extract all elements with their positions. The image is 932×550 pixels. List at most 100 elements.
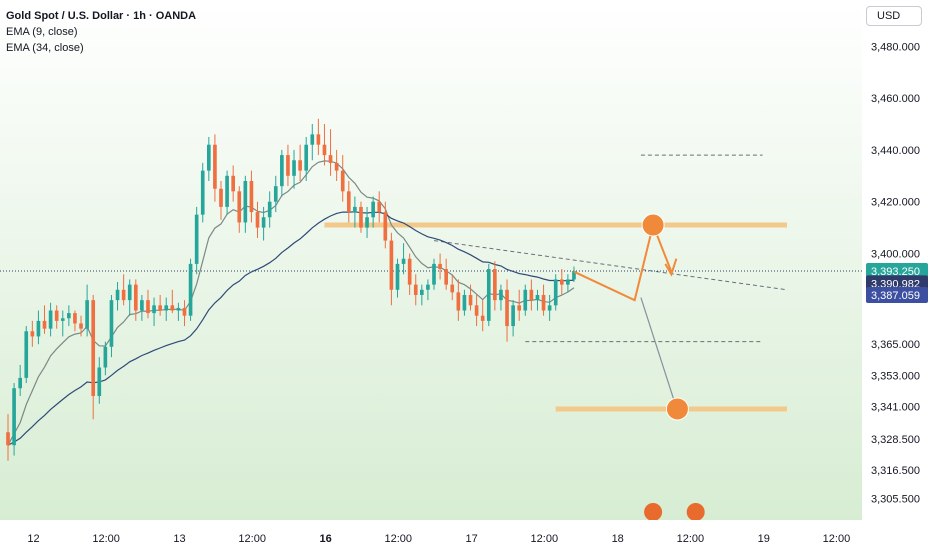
candle-body <box>572 271 576 280</box>
candle-body <box>486 269 491 321</box>
candle-body <box>140 300 144 311</box>
candle-body <box>48 310 53 329</box>
candle-body <box>67 313 71 319</box>
time-tick-label: 18 <box>612 533 624 545</box>
ema-34-line <box>7 211 575 446</box>
ema-34-label[interactable]: EMA (34, close) <box>6 42 84 54</box>
candle-body <box>286 155 290 176</box>
candle-body <box>340 170 345 192</box>
candle <box>152 297 156 327</box>
candle <box>359 201 363 233</box>
candle-body <box>267 201 272 218</box>
time-tick-label: 17 <box>466 533 478 545</box>
candle <box>340 155 345 202</box>
candle <box>450 274 455 301</box>
candle <box>24 326 29 384</box>
candle-body <box>170 305 175 311</box>
price-tick-label: 3,353.000 <box>871 370 920 382</box>
candle-body <box>365 217 369 228</box>
candle <box>365 206 369 238</box>
candle <box>127 279 132 316</box>
price-tick-label: 3,480.000 <box>871 41 920 53</box>
target-high-marker <box>641 213 665 237</box>
candle-body <box>85 300 89 329</box>
candle-body <box>225 175 229 207</box>
candle-body <box>18 377 22 389</box>
candle-body <box>468 294 473 306</box>
candle-body <box>377 201 382 213</box>
candle <box>407 253 412 295</box>
candle <box>559 269 564 295</box>
candle-body <box>395 263 400 290</box>
candle-body <box>30 331 35 337</box>
candle-body <box>127 284 132 301</box>
candle <box>36 310 41 345</box>
candle-body <box>371 201 375 218</box>
price-tick-label: 3,316.500 <box>871 465 920 477</box>
candle <box>188 258 193 321</box>
candle <box>170 289 175 314</box>
price-tick-label: 3,440.000 <box>871 145 920 157</box>
candle <box>237 186 242 233</box>
candle <box>499 284 503 311</box>
candle <box>115 282 120 311</box>
candle <box>420 284 424 306</box>
candle <box>243 175 248 233</box>
candle-body <box>456 292 461 311</box>
candle <box>249 170 254 223</box>
candle <box>462 289 467 316</box>
candle <box>97 357 102 404</box>
candle <box>304 136 309 181</box>
candle-body <box>353 206 357 213</box>
candle-body <box>493 269 497 301</box>
price-tag: 3,387.059 <box>866 286 928 303</box>
candle <box>353 196 357 228</box>
candle <box>401 243 406 275</box>
candle <box>432 258 436 290</box>
candle-body <box>511 305 515 327</box>
candle <box>456 279 461 321</box>
candle-body <box>292 160 296 176</box>
candle-body <box>115 289 120 301</box>
candle-body <box>346 191 351 213</box>
candle-body <box>219 188 223 207</box>
candle-body <box>158 305 162 311</box>
candle <box>79 315 83 337</box>
candle <box>48 302 53 337</box>
currency-button[interactable]: USD <box>866 6 922 26</box>
candle-body <box>146 300 150 314</box>
candle <box>146 289 150 319</box>
candle <box>371 196 375 228</box>
time-tick-label: 12:00 <box>92 533 120 545</box>
candle-body <box>280 155 284 187</box>
candle-body <box>237 191 242 223</box>
candle-body <box>517 305 522 311</box>
candle <box>426 279 430 301</box>
price-tick-label: 3,420.000 <box>871 197 920 209</box>
candle <box>164 297 169 321</box>
candle-body <box>194 214 199 264</box>
candle <box>18 364 22 397</box>
candle-body <box>438 263 442 270</box>
candle-body <box>541 294 546 311</box>
trend-dashed-line <box>433 240 788 291</box>
candle-body <box>176 307 181 311</box>
time-tick-label: 12:00 <box>823 533 851 545</box>
candle-body <box>359 206 363 228</box>
candle-body <box>12 388 16 446</box>
time-tick-label: 12:00 <box>384 533 412 545</box>
candle-body <box>73 313 77 324</box>
plot-background <box>0 0 862 520</box>
candle <box>158 294 162 316</box>
ema-9-label[interactable]: EMA (9, close) <box>6 26 78 38</box>
candle <box>194 206 199 275</box>
symbol-title[interactable]: Gold Spot / U.S. Dollar · 1h · OANDA <box>6 10 197 22</box>
candle-body <box>316 134 321 145</box>
time-axis-background <box>0 520 932 550</box>
candle <box>486 263 491 327</box>
candle <box>103 341 108 376</box>
candle-body <box>249 180 254 213</box>
candle-body <box>6 432 10 446</box>
candle <box>547 294 552 321</box>
